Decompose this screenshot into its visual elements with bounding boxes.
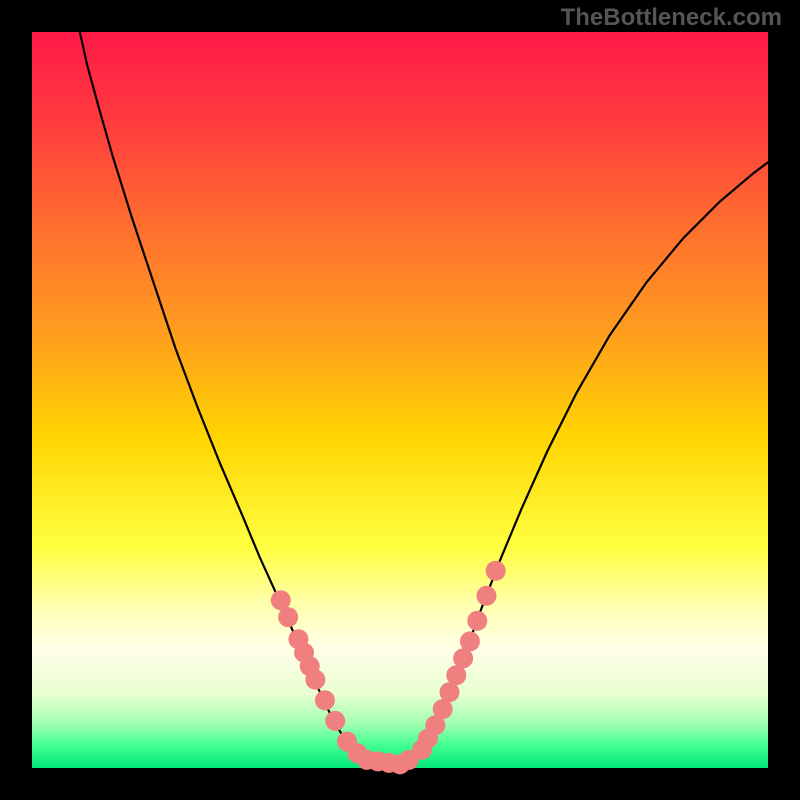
curve-marker xyxy=(476,586,496,606)
curve-marker xyxy=(486,561,506,581)
curve-marker xyxy=(315,690,335,710)
curve-marker xyxy=(278,607,298,627)
plot-area xyxy=(32,32,768,768)
curve-marker xyxy=(460,631,480,651)
curve-marker xyxy=(467,611,487,631)
curve-marker xyxy=(305,670,325,690)
watermark-text: TheBottleneck.com xyxy=(561,4,782,32)
plot-svg xyxy=(0,0,800,800)
chart-container: TheBottleneck.com xyxy=(0,0,800,800)
curve-marker xyxy=(325,711,345,731)
